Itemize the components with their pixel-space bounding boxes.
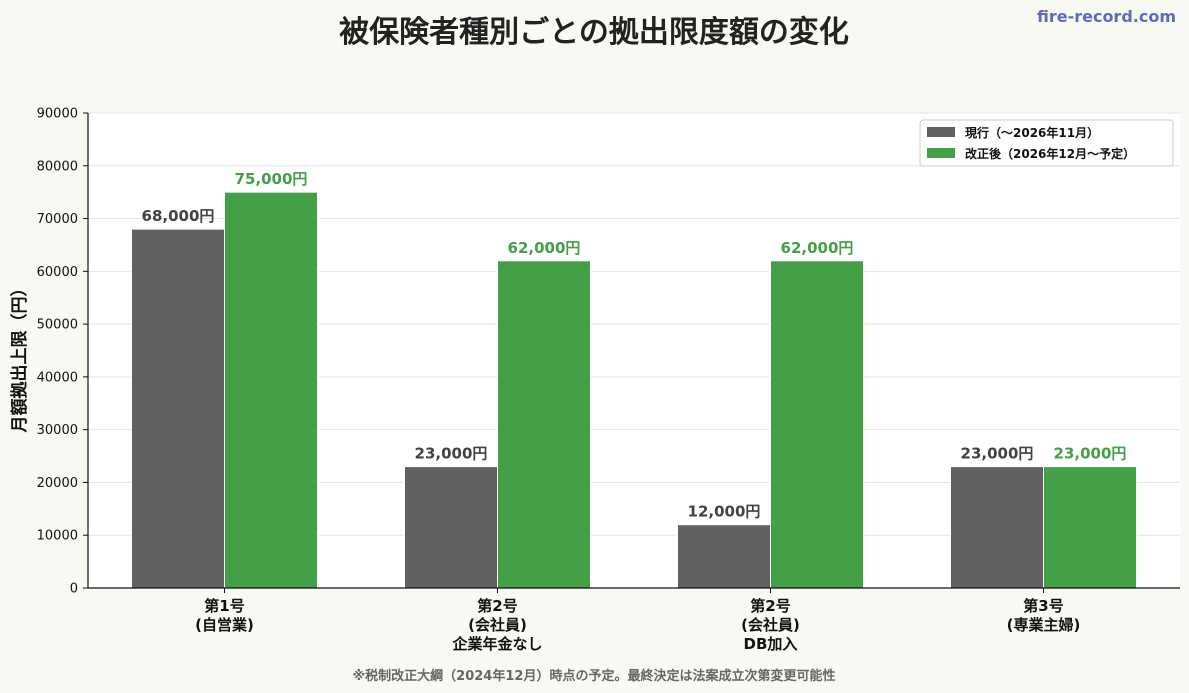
x-tick-label-line: (専業主婦) bbox=[1007, 616, 1081, 634]
x-tick-label-line: 第2号 bbox=[477, 597, 517, 615]
y-axis-title: 月額拠出上限（円） bbox=[9, 280, 30, 434]
legend-label: 改正後（2026年12月〜予定） bbox=[965, 146, 1135, 161]
x-tick-label-line: DB加入 bbox=[744, 635, 798, 653]
x-tick-label: 第3号(専業主婦) bbox=[1007, 597, 1081, 634]
x-tick-label: 第2号(会社員)企業年金なし bbox=[451, 597, 542, 653]
data-label: 62,000円 bbox=[508, 239, 581, 257]
chart-title: 被保険者種別ごとの拠出限度額の変化 bbox=[339, 15, 849, 50]
legend-swatch bbox=[927, 127, 955, 137]
bar-current bbox=[404, 466, 498, 589]
bars bbox=[131, 191, 1137, 589]
y-tick-label: 10000 bbox=[37, 529, 78, 544]
y-tick-label: 80000 bbox=[37, 159, 78, 174]
data-label: 23,000円 bbox=[415, 445, 488, 463]
bar-current bbox=[131, 228, 225, 589]
y-tick-label: 90000 bbox=[37, 107, 78, 122]
y-tick-label: 60000 bbox=[37, 265, 78, 280]
bar-revised bbox=[497, 260, 591, 589]
x-tick-label-line: 第1号 bbox=[204, 597, 244, 615]
bar-revised bbox=[1043, 466, 1137, 589]
watermark: fire-record.com bbox=[1037, 7, 1176, 26]
data-label: 62,000円 bbox=[781, 239, 854, 257]
footnote: ※税制改正大綱（2024年12月）時点の予定。最終決定は法案成立次第変更可能性 bbox=[353, 668, 836, 684]
bar-revised bbox=[224, 191, 318, 589]
data-label: 23,000円 bbox=[961, 445, 1034, 463]
data-label: 68,000円 bbox=[142, 207, 215, 225]
y-tick-label: 50000 bbox=[37, 318, 78, 333]
y-tick-label: 20000 bbox=[37, 476, 78, 491]
x-tick-label-line: 第2号 bbox=[750, 597, 790, 615]
legend: 現行（〜2026年11月） 改正後（2026年12月〜予定） bbox=[919, 119, 1174, 167]
legend-swatch bbox=[927, 148, 955, 158]
data-label: 12,000円 bbox=[688, 503, 761, 521]
data-label: 75,000円 bbox=[235, 170, 308, 188]
data-label: 23,000円 bbox=[1054, 445, 1127, 463]
bar-current bbox=[677, 524, 771, 589]
x-tick-label-line: (会社員) bbox=[741, 616, 800, 634]
x-tick-label-line: (会社員) bbox=[468, 616, 527, 634]
axes: 0 10000 20000 30000 40000 50000 60000 70000 8000… bbox=[37, 107, 1180, 653]
bar-current bbox=[950, 466, 1044, 589]
bar-revised bbox=[770, 260, 864, 589]
legend-label: 現行（〜2026年11月） bbox=[965, 125, 1099, 140]
x-tick-label-line: (自営業) bbox=[195, 616, 254, 634]
y-tick-label: 70000 bbox=[37, 212, 78, 227]
y-tick-label: 40000 bbox=[37, 370, 78, 385]
y-tick-label: 0 bbox=[70, 582, 78, 597]
x-tick-label-line: 第3号 bbox=[1023, 597, 1063, 615]
legend-box bbox=[919, 119, 1174, 167]
x-tick-label: 第2号(会社員) DB加入 bbox=[741, 597, 800, 653]
x-tick-label: 第1号(自営業) bbox=[195, 597, 254, 634]
x-tick-label-line: 企業年金なし bbox=[451, 635, 542, 653]
y-tick-label: 30000 bbox=[37, 423, 78, 438]
data-labels: 68,000円 75,000円 23,000円 62,000円 12,000円 62,00… bbox=[142, 170, 1127, 521]
